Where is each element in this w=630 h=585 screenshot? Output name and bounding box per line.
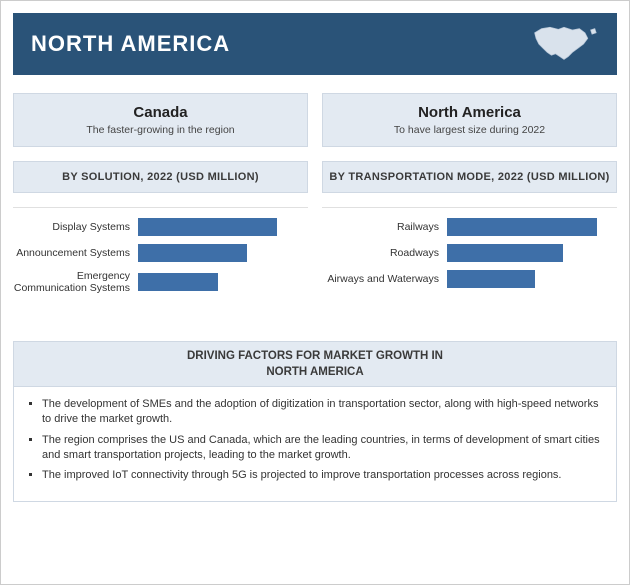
left-column: Canada The faster-growing in the region … [13,93,308,327]
bar-chart-transport: Railways Roadways Airways and Waterways [322,207,617,327]
country-title: North America [329,104,610,121]
bar-row: Announcement Systems [13,244,308,262]
north-america-map-icon [529,23,599,65]
driving-bullet: The improved IoT connectivity through 5G… [42,468,602,483]
bar [138,244,247,262]
driving-factors-list: The development of SMEs and the adoption… [13,387,617,502]
bar-track [138,273,308,291]
bar-row: Airways and Waterways [322,270,617,288]
bar [447,244,563,262]
bar-row: Railways [322,218,617,236]
bar-track [447,218,617,236]
bar-row: Display Systems [13,218,308,236]
country-box-canada: Canada The faster-growing in the region [13,93,308,147]
bar-label: Emergency Communication Systems [13,270,138,294]
country-subtitle: To have largest size during 2022 [329,124,610,136]
driving-factors-header: DRIVING FACTORS FOR MARKET GROWTH IN NOR… [13,341,617,387]
country-title: Canada [20,104,301,121]
driving-head-line1: DRIVING FACTORS FOR MARKET GROWTH IN [18,349,612,365]
bar-row: Roadways [322,244,617,262]
bar-chart-solution: Display Systems Announcement Systems Emerg… [13,207,308,327]
header-title: NORTH AMERICA [31,31,230,57]
right-column: North America To have largest size durin… [322,93,617,327]
country-subtitle: The faster-growing in the region [20,124,301,136]
bar [447,218,597,236]
columns-container: Canada The faster-growing in the region … [13,93,617,327]
bar [138,273,218,291]
bar-label: Airways and Waterways [322,273,447,285]
driving-head-line2: NORTH AMERICA [18,365,612,381]
bar-row: Emergency Communication Systems [13,270,308,294]
bar-label: Announcement Systems [13,247,138,259]
driving-bullet: The region comprises the US and Canada, … [42,433,602,463]
infographic-page: NORTH AMERICA Canada The faster-growing … [0,0,630,585]
bar-track [138,218,308,236]
bar-track [138,244,308,262]
bar-track [447,270,617,288]
driving-bullet: The development of SMEs and the adoption… [42,397,602,427]
bar [138,218,277,236]
bar-label: Display Systems [13,221,138,233]
bar [447,270,535,288]
bar-label: Roadways [322,247,447,259]
section-head-solution: BY SOLUTION, 2022 (USD MILLION) [13,161,308,193]
bar-track [447,244,617,262]
bar-label: Railways [322,221,447,233]
section-head-transport: BY TRANSPORTATION MODE, 2022 (USD MILLIO… [322,161,617,193]
country-box-north-america: North America To have largest size durin… [322,93,617,147]
header-bar: NORTH AMERICA [13,13,617,75]
